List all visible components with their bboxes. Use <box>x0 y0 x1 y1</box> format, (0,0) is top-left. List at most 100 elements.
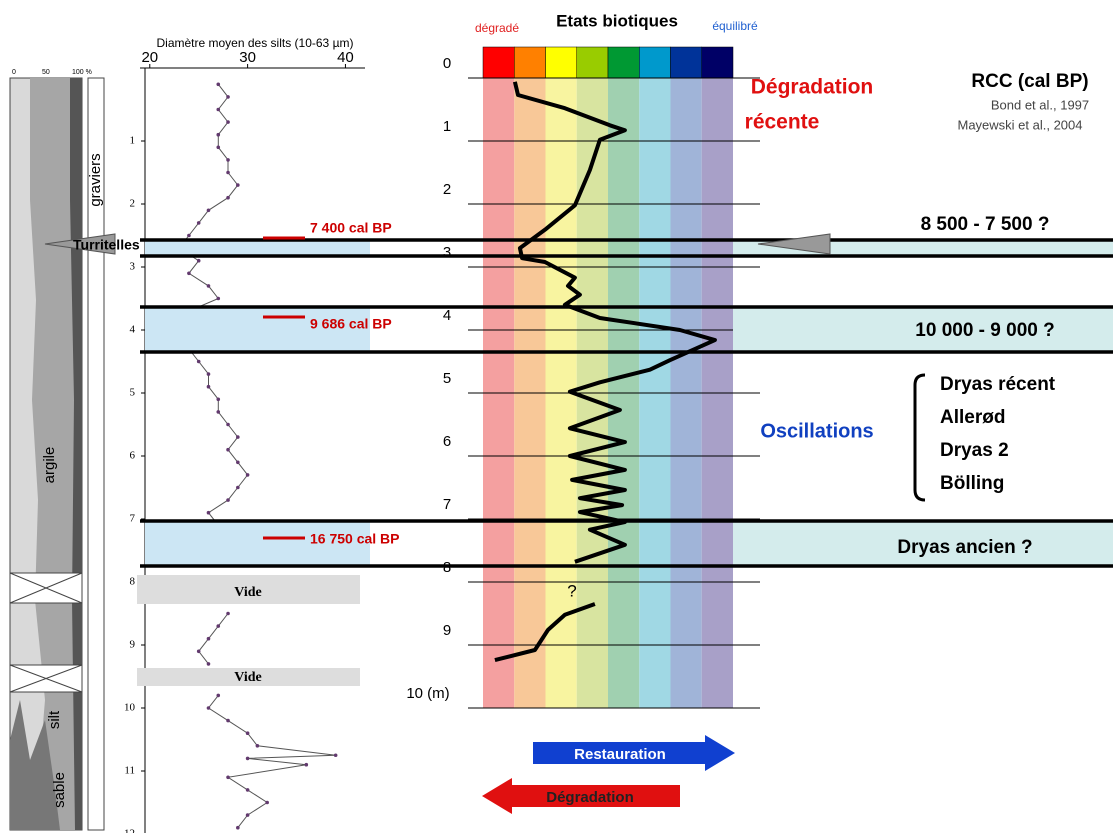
stage-label: Allerød <box>940 407 1005 428</box>
stage-label: Bölling <box>940 473 1004 494</box>
silt-point <box>245 788 250 792</box>
silt-point <box>196 221 201 225</box>
reference: Mayewski et al., 2004 <box>957 117 1082 132</box>
gap-label: Vide <box>234 585 261 600</box>
high-label: équilibré <box>712 19 758 33</box>
event-label: 7 400 cal BP <box>310 220 392 236</box>
lith-label: graviers <box>87 153 104 206</box>
silt-point <box>216 296 221 301</box>
overlays <box>44 233 1113 814</box>
depth-tick-label: 6 <box>443 433 451 450</box>
y-tick-label: 2 <box>130 198 136 210</box>
silt-point <box>196 258 201 263</box>
state-swatch <box>607 46 640 79</box>
silt-point <box>216 410 221 414</box>
silt-point <box>206 284 211 288</box>
depth-tick-label: 3 <box>443 244 451 261</box>
silt-point <box>206 662 211 666</box>
scale-label: 100 % <box>72 69 92 76</box>
silt-point <box>226 195 230 200</box>
silt-point <box>226 498 230 502</box>
depth-tick-label: 5 <box>443 370 451 387</box>
silt-point <box>216 693 221 698</box>
low-label: dégradé <box>475 21 519 35</box>
event-label: 16 750 cal BP <box>310 531 400 547</box>
silt-point <box>236 435 240 439</box>
silt-point <box>196 359 201 364</box>
silt-point <box>226 611 230 616</box>
silt-point <box>216 145 221 150</box>
y-tick-label: 12 <box>124 828 135 833</box>
silt-point <box>236 485 240 490</box>
state-swatch <box>576 46 609 79</box>
recent-label: récente <box>745 111 820 134</box>
state-swatch <box>482 46 515 79</box>
silt-point <box>236 825 240 830</box>
silt-point <box>245 756 250 761</box>
silt-point <box>196 649 201 654</box>
silt-point <box>236 183 240 187</box>
biotic-curve <box>494 81 717 663</box>
silt-point <box>226 95 230 99</box>
x-tick-label: 30 <box>239 49 256 66</box>
y-tick-label: 10 <box>124 702 136 714</box>
silt-point <box>226 718 230 723</box>
y-tick-label: 5 <box>130 387 136 399</box>
silt-curve <box>168 83 336 829</box>
silt-point <box>216 132 221 137</box>
question-mark: ? <box>567 581 576 600</box>
silt-point <box>255 744 260 748</box>
silt-point <box>236 460 240 465</box>
silt-title: Diamètre moyen des silts (10-63 µm) <box>157 36 354 50</box>
silt-point <box>245 731 250 735</box>
arrow-label: Restauration <box>574 746 666 763</box>
recent-label: Dégradation <box>751 76 874 99</box>
y-tick-label: 7 <box>130 513 136 525</box>
scale-label: 0 <box>12 69 16 76</box>
lithology-column <box>9 77 105 831</box>
lith-label: argile <box>41 447 58 484</box>
rcc-title: RCC (cal BP) <box>971 71 1088 92</box>
state-swatch <box>701 46 734 79</box>
state-swatch <box>670 46 702 79</box>
lith-label: sable <box>51 772 68 808</box>
silt-point <box>206 636 211 641</box>
silt-point <box>226 120 230 124</box>
state-swatch <box>545 46 577 79</box>
silt-point <box>245 813 250 817</box>
silt-point <box>216 107 221 112</box>
silt-point <box>216 397 221 402</box>
scale-label: 50 <box>42 69 50 76</box>
y-tick-label: 8 <box>130 576 136 588</box>
range-label: Dryas ancien ? <box>897 537 1032 558</box>
y-tick-label: 9 <box>130 639 136 651</box>
bands <box>482 46 734 708</box>
y-tick-label: 3 <box>130 261 136 273</box>
state-swatch <box>514 46 546 79</box>
silt-point <box>216 82 221 87</box>
depth-tick-label: 4 <box>443 307 451 324</box>
stage-label: Dryas récent <box>940 374 1056 395</box>
silt-point <box>206 208 211 213</box>
depth-tick-label: 2 <box>443 181 451 198</box>
silt-point <box>187 233 191 238</box>
silt-point <box>206 372 211 376</box>
fossil-label: Turritelles <box>73 237 140 253</box>
silt-point <box>226 422 230 427</box>
silt-point <box>187 271 191 276</box>
depth-tick-label: 9 <box>443 622 451 639</box>
silt-point <box>206 706 211 710</box>
arrow-label: Dégradation <box>546 789 634 806</box>
gap-label: Vide <box>234 670 261 685</box>
silt-point <box>226 447 230 452</box>
x-tick-label: 40 <box>337 49 354 66</box>
silt-point <box>226 775 230 780</box>
stage-label: Dryas 2 <box>940 440 1009 461</box>
silt-point <box>206 510 211 515</box>
y-tick-label: 11 <box>124 765 135 777</box>
depth-tick-label: 0 <box>443 55 451 72</box>
silt-point <box>304 762 309 767</box>
silt-point <box>333 753 338 758</box>
reference: Bond et al., 1997 <box>991 97 1089 112</box>
